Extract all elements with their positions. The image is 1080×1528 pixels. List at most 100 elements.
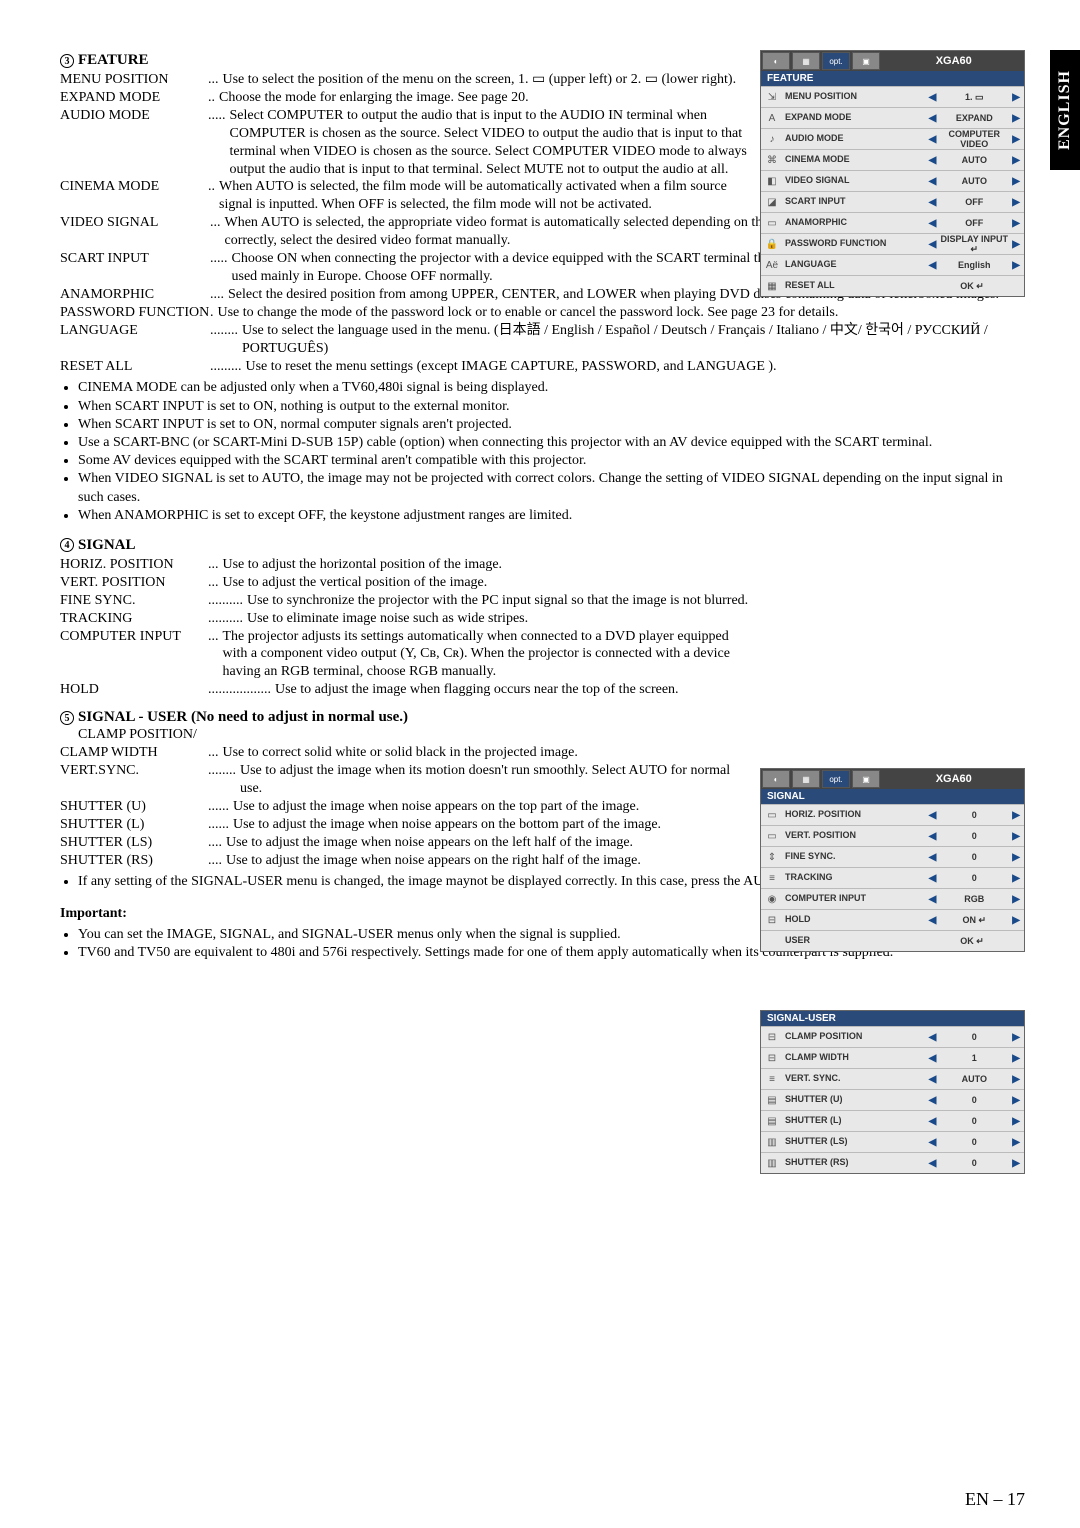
definition-label: SHUTTER (L) — [60, 816, 208, 834]
definition-separator: .......... — [208, 610, 247, 628]
definition-body: Use to select the position of the menu o… — [223, 71, 751, 89]
menu-item-value: 0 — [940, 831, 1008, 841]
triangle-left-icon: ◀ — [925, 894, 941, 905]
menu-tab-selected: opt. — [822, 770, 850, 788]
triangle-left-icon: ◀ — [925, 1137, 941, 1148]
menu-item-value: 0 — [940, 1095, 1008, 1105]
triangle-right-icon: ▶ — [1008, 1137, 1024, 1148]
menu-header: ◐ ▦ opt. ▣ XGA60 — [761, 769, 1024, 789]
menu-tab-selected: opt. — [822, 52, 850, 70]
triangle-right-icon: ▶ — [1008, 1032, 1024, 1043]
triangle-right-icon: ▶ — [1008, 134, 1024, 145]
definition-separator: ..... — [210, 250, 232, 268]
menu-item-value: 0 — [940, 1032, 1008, 1042]
definition-row: SHUTTER (U)......Use to adjust the image… — [60, 798, 750, 816]
definition-label: HORIZ. POSITION — [60, 556, 208, 574]
definition-body: Use to change the mode of the password l… — [218, 304, 1031, 322]
menu-item-value: 0 — [940, 810, 1008, 820]
signal-menu-box: ◐ ▦ opt. ▣ XGA60 SIGNAL ▭HORIZ. POSITION… — [760, 768, 1025, 952]
triangle-right-icon: ▶ — [1008, 92, 1024, 103]
menu-item-icon: ◪ — [761, 197, 783, 208]
menu-header: ◐ ▦ opt. ▣ XGA60 — [761, 51, 1024, 71]
note-item: When SCART INPUT is set to ON, normal co… — [78, 416, 1030, 434]
menu-item-row: ▭HORIZ. POSITION◀0▶ — [761, 804, 1024, 825]
menu-item-label: HORIZ. POSITION — [783, 810, 925, 819]
menu-resolution: XGA60 — [890, 773, 1025, 785]
menu-item-value: OK ↵ — [938, 281, 1006, 292]
triangle-left-icon: ◀ — [925, 1053, 941, 1064]
definition-label: RESET ALL — [60, 358, 210, 376]
menu-item-label: AUDIO MODE — [783, 134, 925, 143]
definition-body: Use to adjust the image when noise appea… — [233, 816, 750, 834]
triangle-right-icon: ▶ — [1008, 1095, 1024, 1106]
definition-row: AUDIO MODE.....Select COMPUTER to output… — [60, 107, 750, 179]
menu-item-row: ⊟CLAMP WIDTH◀1▶ — [761, 1047, 1024, 1068]
definition-body: Use to eliminate image noise such as wid… — [247, 610, 750, 628]
menu-tab-icon: ▣ — [852, 52, 880, 70]
menu-item-label: EXPAND MODE — [783, 113, 925, 122]
menu-item-value: 0 — [940, 852, 1008, 862]
menu-item-icon: 🔒 — [761, 239, 783, 250]
definition-body: When AUTO is selected, the film mode wil… — [219, 178, 750, 214]
triangle-right-icon: ▶ — [1008, 218, 1024, 229]
definition-separator: ... — [208, 574, 223, 592]
menu-item-icon: ≡ — [761, 873, 783, 884]
definition-separator: ...... — [208, 816, 233, 834]
definition-separator: ...... — [208, 798, 233, 816]
definition-label: PASSWORD FUNCTION — [60, 304, 210, 322]
definition-label: LANGUAGE — [60, 322, 210, 340]
menu-item-row: ▤SHUTTER (U)◀0▶ — [761, 1089, 1024, 1110]
definition-body: The projector adjusts its settings autom… — [223, 628, 751, 682]
triangle-right-icon: ▶ — [1008, 260, 1024, 271]
definition-separator: . — [210, 304, 218, 322]
menu-item-icon: ▦ — [761, 281, 783, 292]
menu-item-icon: ⊟ — [761, 915, 783, 926]
definition-row: VERT. POSITION...Use to adjust the verti… — [60, 574, 750, 592]
definition-separator: .. — [208, 89, 219, 107]
definition-body: Use to adjust the image when noise appea… — [233, 798, 750, 816]
signal-user-menu-box: SIGNAL-USER ⊟CLAMP POSITION◀0▶⊟CLAMP WID… — [760, 1010, 1025, 1174]
note-item: Some AV devices equipped with the SCART … — [78, 452, 1030, 470]
definition-label: SHUTTER (RS) — [60, 852, 208, 870]
definition-body: Use to reset the menu settings (except I… — [246, 358, 1031, 376]
definition-label: SHUTTER (U) — [60, 798, 208, 816]
menu-item-row: ▭VERT. POSITION◀0▶ — [761, 825, 1024, 846]
menu-item-icon: ▭ — [761, 218, 783, 229]
note-item: Use a SCART-BNC (or SCART-Mini D-SUB 15P… — [78, 434, 1030, 452]
note-item: When VIDEO SIGNAL is set to AUTO, the im… — [78, 470, 1030, 506]
menu-item-label: HOLD — [783, 915, 925, 924]
menu-rows: ⊟CLAMP POSITION◀0▶⊟CLAMP WIDTH◀1▶≡VERT. … — [761, 1026, 1024, 1173]
definition-row: VERT.SYNC.........Use to adjust the imag… — [60, 762, 750, 798]
definition-row: PASSWORD FUNCTION.Use to change the mode… — [60, 304, 1030, 322]
definition-row: HORIZ. POSITION...Use to adjust the hori… — [60, 556, 750, 574]
menu-item-label: ANAMORPHIC — [783, 218, 925, 227]
definition-row: CINEMA MODE..When AUTO is selected, the … — [60, 178, 750, 214]
menu-item-value: 0 — [940, 873, 1008, 883]
signal-user-heading: 5SIGNAL - USER (No need to adjust in nor… — [60, 709, 1030, 726]
definition-label: ANAMORPHIC — [60, 286, 210, 304]
menu-item-value: 0 — [940, 1116, 1008, 1126]
menu-item-icon: ▭ — [761, 831, 783, 842]
triangle-left-icon: ◀ — [925, 831, 941, 842]
definition-body: Use to select the language used in the m… — [242, 322, 1030, 358]
menu-item-row: ▭ANAMORPHIC◀OFF▶ — [761, 212, 1024, 233]
triangle-right-icon: ▶ — [1008, 1053, 1024, 1064]
triangle-left-icon: ◀ — [925, 218, 941, 229]
menu-item-value: 0 — [940, 1137, 1008, 1147]
menu-item-label: SHUTTER (L) — [783, 1116, 925, 1125]
menu-item-value: AUTO — [940, 1074, 1008, 1084]
menu-item-value: 0 — [940, 1158, 1008, 1168]
menu-item-value: 1 — [940, 1053, 1008, 1063]
menu-item-label: SCART INPUT — [783, 197, 925, 206]
triangle-left-icon: ◀ — [925, 1095, 941, 1106]
menu-item-value: AUTO — [940, 155, 1008, 165]
menu-category: SIGNAL — [761, 789, 1024, 804]
triangle-left-icon: ◀ — [925, 197, 941, 208]
language-tab: ENGLISH — [1050, 50, 1080, 170]
triangle-right-icon: ▶ — [1008, 1116, 1024, 1127]
menu-item-icon: ⊟ — [761, 1053, 783, 1064]
definition-separator: ..... — [208, 107, 230, 125]
definition-row: CLAMP WIDTH...Use to correct solid white… — [60, 744, 750, 762]
triangle-left-icon: ◀ — [925, 176, 941, 187]
definition-separator: ........ — [210, 322, 242, 340]
